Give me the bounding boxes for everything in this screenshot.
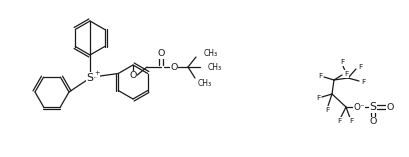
Text: F: F — [357, 64, 361, 70]
Text: F: F — [324, 107, 328, 113]
Text: F: F — [339, 59, 343, 65]
Text: F: F — [348, 118, 352, 124]
Text: O: O — [385, 103, 393, 111]
Text: O: O — [170, 62, 177, 71]
Text: +: + — [94, 70, 99, 76]
Text: CH₃: CH₃ — [198, 79, 211, 89]
Text: S: S — [369, 102, 375, 112]
Text: F: F — [360, 79, 364, 85]
Text: CH₃: CH₃ — [207, 62, 222, 71]
Text: O: O — [157, 49, 164, 59]
Text: CH₃: CH₃ — [204, 49, 218, 59]
Text: F: F — [317, 73, 321, 79]
Text: F: F — [343, 71, 347, 77]
Text: S: S — [86, 73, 93, 83]
Text: F: F — [315, 95, 319, 101]
Text: O: O — [129, 71, 136, 81]
Text: F: F — [336, 118, 340, 124]
Text: O⁻: O⁻ — [353, 103, 364, 111]
Text: O: O — [369, 117, 376, 127]
